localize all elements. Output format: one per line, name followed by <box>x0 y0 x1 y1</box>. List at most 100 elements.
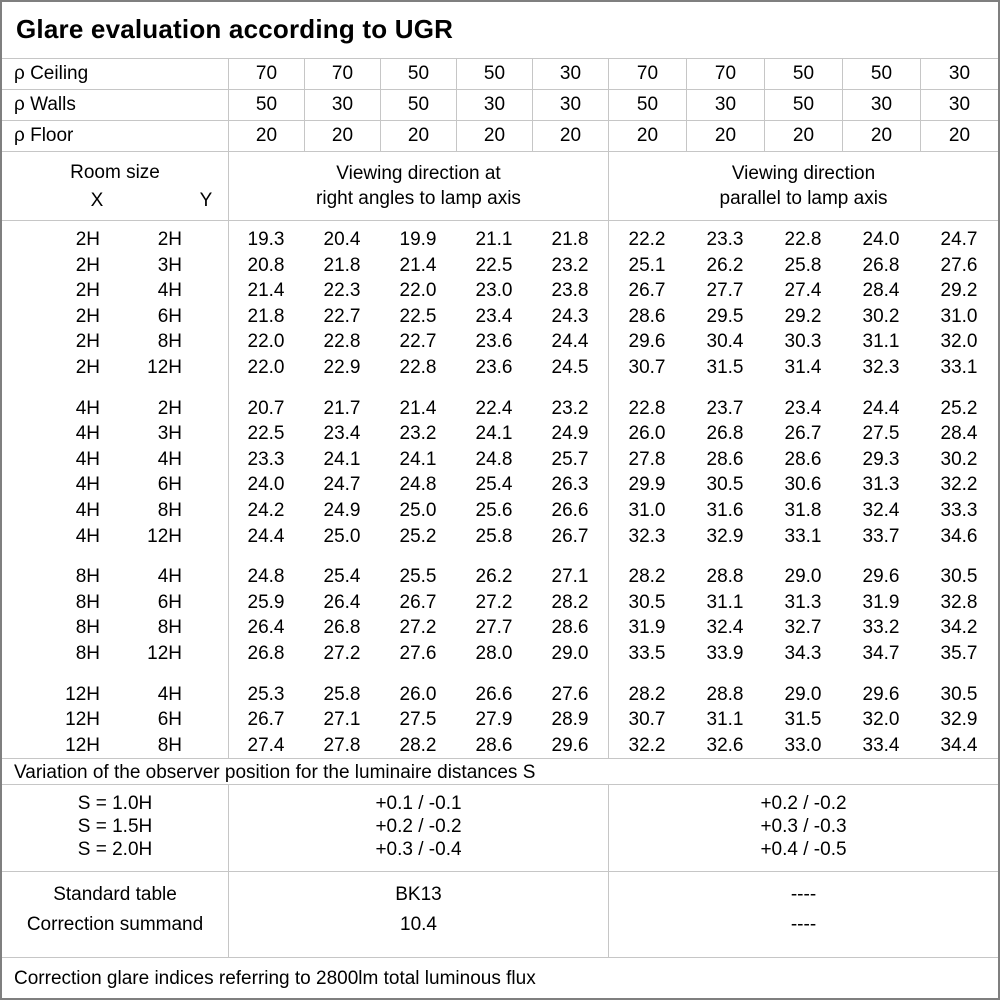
room-x-value: 4H <box>75 499 100 521</box>
ugr-value: 25.1 <box>628 254 666 276</box>
s-correction-value: +0.3 / -0.4 <box>375 839 462 860</box>
table-row: 2H 4H 21.4 22.3 22.0 23.0 23.8 26.7 27.7 27.4 28.4… <box>2 278 998 304</box>
ugr-value: 22.3 <box>323 280 361 302</box>
reflectance-value: 70 <box>608 59 686 89</box>
ugr-value: 25.7 <box>551 448 589 470</box>
room-x-value: 4H <box>75 525 100 547</box>
ugr-value: 21.1 <box>475 229 513 250</box>
ugr-value: 26.8 <box>247 642 285 664</box>
summary-value: 10.4 <box>400 914 437 935</box>
room-y-value: 4H <box>157 280 182 302</box>
ugr-value: 28.2 <box>628 683 666 705</box>
ugr-value: 29.6 <box>862 683 900 705</box>
ugr-value: 26.0 <box>399 683 437 705</box>
ugr-value: 23.3 <box>706 229 744 250</box>
ugr-value: 34.4 <box>940 734 978 756</box>
table-row: 2H 3H 20.8 21.8 21.4 22.5 23.2 25.1 26.2 25.8 26.8… <box>2 253 998 279</box>
room-size-group: 12H 4H 25.3 25.8 26.0 26.6 27.6 28.2 28.8 29.0 29.… <box>2 682 998 759</box>
ugr-value: 28.2 <box>551 591 589 613</box>
reflectance-value: 20 <box>304 121 380 151</box>
s-distance-label: S = 2.0H <box>77 839 153 860</box>
reflectance-value: 50 <box>228 90 304 120</box>
reflectance-value: 20 <box>532 121 608 151</box>
room-x-value: 8H <box>75 642 100 664</box>
s-correction-value: +0.4 / -0.5 <box>760 839 847 860</box>
reflectance-value: 20 <box>380 121 456 151</box>
reflectance-value: 50 <box>380 59 456 89</box>
reflectance-row: ρ Walls 50 30 50 30 30 50 30 50 30 30 <box>2 90 998 121</box>
ugr-value: 27.6 <box>940 254 978 276</box>
room-y-value: 8H <box>157 734 182 756</box>
summary-value: ---- <box>790 884 817 905</box>
ugr-value: 33.9 <box>706 642 744 664</box>
ugr-value: 25.9 <box>247 591 285 613</box>
ugr-value: 26.7 <box>399 591 437 613</box>
ugr-value: 28.6 <box>475 734 513 756</box>
ugr-value: 29.0 <box>784 566 822 588</box>
ugr-value: 30.6 <box>784 474 822 496</box>
ugr-value: 29.9 <box>628 474 666 496</box>
reflectance-value: 70 <box>686 59 764 89</box>
ugr-value: 23.4 <box>784 397 822 419</box>
ugr-value: 22.0 <box>247 356 285 378</box>
ugr-value: 24.4 <box>247 525 285 547</box>
ugr-value: 32.2 <box>628 734 666 756</box>
ugr-value: 29.0 <box>784 683 822 705</box>
reflectance-value: 50 <box>380 90 456 120</box>
table-row: 4H 12H 24.4 25.0 25.2 25.8 26.7 32.3 32.9 33.1 33.… <box>2 524 998 550</box>
ugr-value: 33.1 <box>784 525 822 547</box>
reflectance-value: 70 <box>304 59 380 89</box>
ugr-value: 21.4 <box>247 280 285 302</box>
variation-note: Variation of the observer position for t… <box>2 758 998 785</box>
ugr-value: 27.8 <box>628 448 666 470</box>
reflectance-value: 30 <box>532 90 608 120</box>
ugr-value: 24.3 <box>551 305 589 327</box>
room-y-value: 2H <box>157 397 182 419</box>
group-header-line: Viewing direction <box>731 163 876 184</box>
ugr-value: 21.4 <box>399 397 437 419</box>
ugr-value: 25.6 <box>475 499 513 521</box>
s-correction-value: +0.2 / -0.2 <box>760 793 847 814</box>
ugr-value: 31.8 <box>784 499 822 521</box>
s-correction-value: +0.1 / -0.1 <box>375 793 462 814</box>
room-size-group: 8H 4H 24.8 25.4 25.5 26.2 27.1 28.2 28.8 29.0 29.6… <box>2 564 998 666</box>
ugr-value: 25.8 <box>323 683 361 705</box>
room-x-value: 4H <box>75 397 100 419</box>
table-row: 12H 4H 25.3 25.8 26.0 26.6 27.6 28.2 28.8 29.0 29.… <box>2 682 998 708</box>
reflectance-value: 70 <box>228 59 304 89</box>
room-x-value: 8H <box>75 591 100 613</box>
ugr-value: 26.4 <box>247 617 285 639</box>
ugr-value: 24.8 <box>247 566 285 588</box>
s-corrections-right-angles: +0.1 / -0.1 +0.2 / -0.2 +0.3 / -0.4 <box>228 785 608 871</box>
table-row: 12H 6H 26.7 27.1 27.5 27.9 28.9 30.7 31.1 31.5 32.… <box>2 707 998 733</box>
ugr-value: 32.8 <box>940 591 978 613</box>
ugr-value: 24.7 <box>323 474 361 496</box>
ugr-value: 27.5 <box>862 423 900 445</box>
reflectance-value: 30 <box>686 90 764 120</box>
ugr-value: 24.0 <box>862 229 900 250</box>
ugr-value: 32.7 <box>784 617 822 639</box>
column-divider <box>228 221 229 758</box>
ugr-value: 32.3 <box>628 525 666 547</box>
ugr-value: 27.4 <box>784 280 822 302</box>
ugr-value: 27.2 <box>399 617 437 639</box>
room-y-value: 6H <box>157 709 182 731</box>
ugr-value: 25.8 <box>475 525 513 547</box>
ugr-value: 25.2 <box>940 397 978 419</box>
ugr-value: 32.0 <box>862 709 900 731</box>
ugr-value: 26.4 <box>323 591 361 613</box>
reflectance-value: 20 <box>842 121 920 151</box>
ugr-value: 32.3 <box>862 356 900 378</box>
ugr-value: 30.2 <box>862 305 900 327</box>
ugr-value: 22.9 <box>323 356 361 378</box>
ugr-value: 30.2 <box>940 448 978 470</box>
reflectance-value: 50 <box>764 90 842 120</box>
reflectance-value: 20 <box>608 121 686 151</box>
room-x-value: 4H <box>75 423 100 445</box>
ugr-value: 33.3 <box>940 499 978 521</box>
ugr-value: 22.5 <box>399 305 437 327</box>
column-header-row: Room size X Y Viewing direction at right… <box>2 152 998 221</box>
ugr-value: 31.5 <box>784 709 822 731</box>
ugr-value: 23.2 <box>551 397 589 419</box>
summary-value: ---- <box>790 914 817 935</box>
